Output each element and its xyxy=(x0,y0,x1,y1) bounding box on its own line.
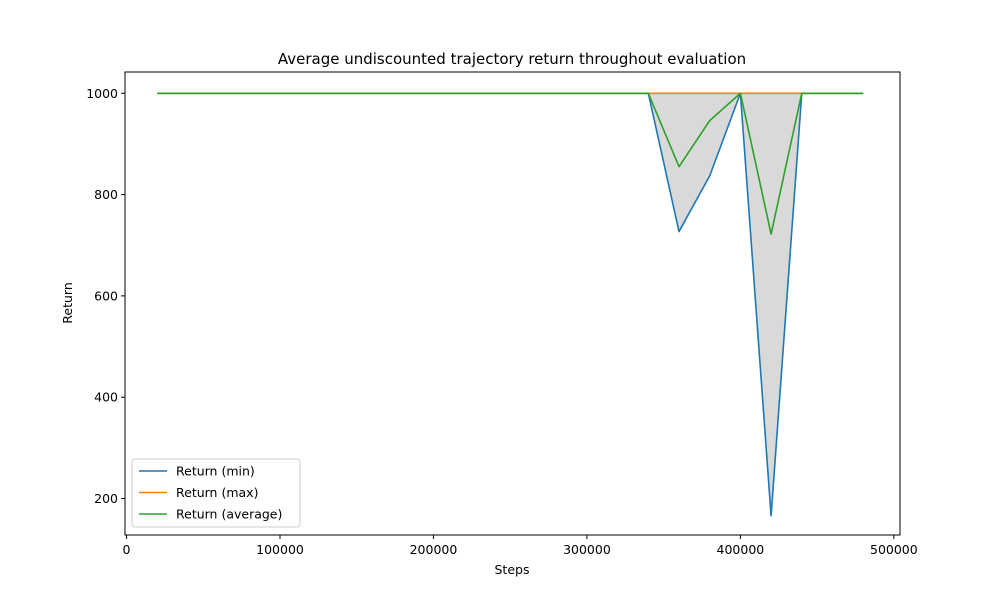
x-tick-label: 0 xyxy=(123,542,131,557)
x-tick-label: 400000 xyxy=(717,542,765,557)
y-tick-label: 400 xyxy=(94,390,118,405)
legend-label: Return (min) xyxy=(176,464,255,479)
x-tick-label: 500000 xyxy=(870,542,918,557)
legend-box xyxy=(131,458,301,528)
plot-frame xyxy=(124,71,901,536)
series-line-return-average xyxy=(157,92,864,235)
x-tick-label: 300000 xyxy=(563,542,611,557)
chart-title: Average undiscounted trajectory return t… xyxy=(278,50,746,68)
y-tick-label: 1000 xyxy=(86,86,118,101)
x-axis: 0 100000 200000 300000 400000 500000 xyxy=(123,535,918,557)
series-lines-layer xyxy=(157,92,864,517)
legend-items: Return (min) Return (max) Return (average) xyxy=(139,464,282,522)
legend-label: Return (average) xyxy=(176,507,282,522)
fill-region-layer xyxy=(157,93,864,516)
legend: Return (min) Return (max) Return (average) xyxy=(131,458,301,528)
legend-label: Return (max) xyxy=(176,485,258,500)
x-tick-label: 100000 xyxy=(256,542,304,557)
x-tick-label: 200000 xyxy=(410,542,458,557)
y-tick-label: 200 xyxy=(94,491,118,506)
y-tick-label: 600 xyxy=(94,288,118,303)
y-tick-label: 800 xyxy=(94,187,118,202)
y-axis-label: Return xyxy=(60,282,75,323)
y-axis: 200 400 600 800 1000 xyxy=(86,86,125,506)
x-axis-label: Steps xyxy=(495,562,530,577)
min-max-fill-region xyxy=(157,93,864,516)
